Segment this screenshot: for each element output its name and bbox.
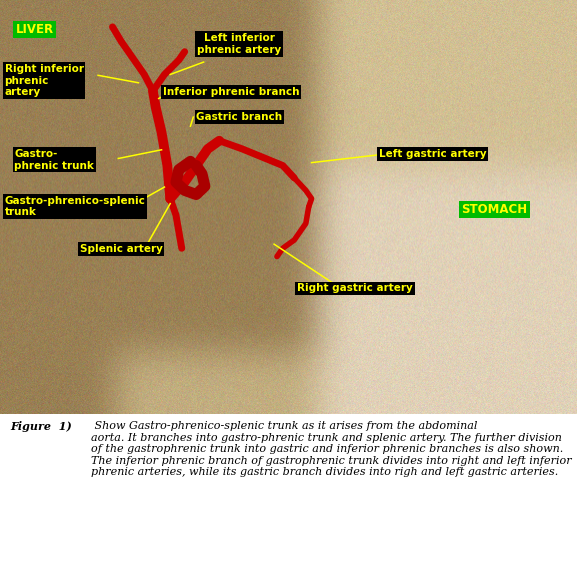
Text: LIVER: LIVER bbox=[16, 23, 54, 36]
Text: Right inferior
phrenic
artery: Right inferior phrenic artery bbox=[5, 64, 84, 97]
Text: Right gastric artery: Right gastric artery bbox=[297, 283, 413, 293]
Text: Left gastric artery: Left gastric artery bbox=[379, 149, 486, 159]
Text: Figure  1): Figure 1) bbox=[10, 421, 72, 432]
Text: Gastro-
phrenic trunk: Gastro- phrenic trunk bbox=[14, 149, 94, 171]
Text: Show Gastro-phrenico-splenic trunk as it arises from the abdominal
aorta. It bra: Show Gastro-phrenico-splenic trunk as it… bbox=[91, 421, 572, 477]
Text: STOMACH: STOMACH bbox=[462, 203, 528, 216]
Text: Splenic artery: Splenic artery bbox=[80, 244, 163, 254]
Text: Gastro-phrenico-splenic
trunk: Gastro-phrenico-splenic trunk bbox=[5, 196, 145, 217]
Text: Gastric branch: Gastric branch bbox=[196, 111, 283, 122]
Text: Inferior phrenic branch: Inferior phrenic branch bbox=[163, 87, 299, 97]
Text: Left inferior
phrenic artery: Left inferior phrenic artery bbox=[197, 33, 282, 55]
